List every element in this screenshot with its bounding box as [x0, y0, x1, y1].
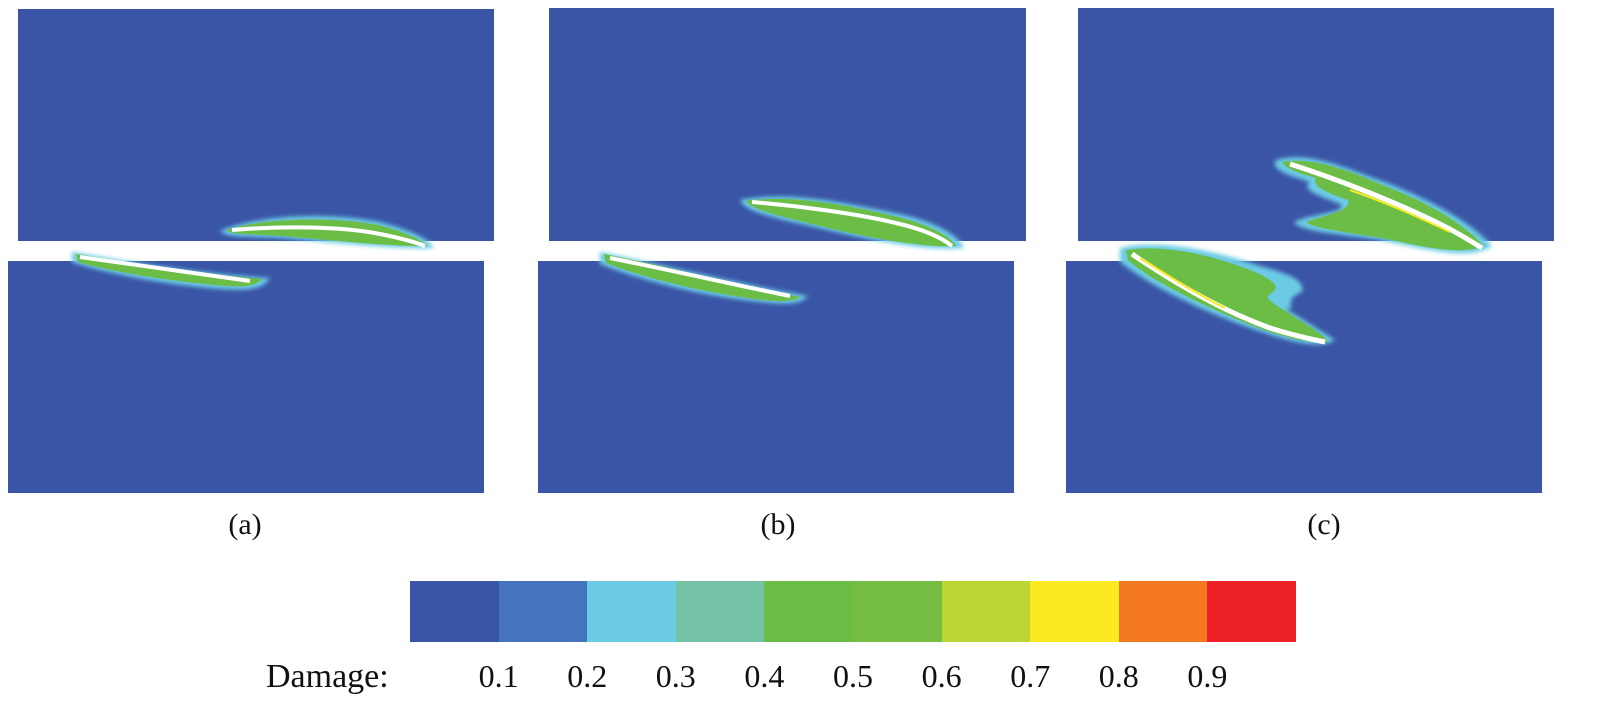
panel-b-crack-lower — [600, 252, 808, 304]
panel-a — [8, 9, 494, 493]
panel-a-crack-upper — [220, 215, 434, 249]
legend-swatch — [498, 581, 588, 642]
panel-b-caption: (b) — [760, 508, 796, 541]
panel-b-crack-upper — [740, 196, 964, 249]
panel-c-right-notch — [1478, 241, 1554, 261]
legend-swatch — [1207, 581, 1296, 642]
legend-swatch — [410, 581, 499, 642]
legend-swatch — [941, 581, 1031, 642]
panel-a-caption: (a) — [228, 508, 262, 541]
legend-tick-label: 0.5 — [833, 658, 873, 694]
damage-color-bar — [410, 581, 1296, 642]
legend-swatch — [587, 581, 676, 642]
legend-swatch — [1030, 581, 1119, 642]
legend-tick-label: 0.2 — [567, 658, 608, 694]
legend-swatch — [764, 581, 853, 642]
legend-swatch — [1118, 581, 1208, 642]
panel-a-upper-block — [18, 9, 494, 241]
panel-a-left-notch — [8, 241, 82, 261]
panel-a-lower-block — [8, 261, 484, 493]
legend-tick-label: 0.6 — [921, 658, 962, 694]
panel-c-upper-block — [1078, 8, 1554, 241]
legend-tick-label: 0.1 — [478, 658, 519, 694]
legend-tick-label: 0.3 — [655, 658, 696, 694]
panel-a-crack-lower — [72, 252, 270, 290]
panel-c-crack-lower — [1120, 244, 1335, 345]
legend-swatch — [852, 581, 942, 642]
panel-c-caption: (c) — [1307, 508, 1341, 541]
legend-tick-label: 0.9 — [1187, 658, 1228, 694]
legend-tick-label: 0.8 — [1098, 658, 1139, 694]
panel-b-left-notch — [538, 241, 612, 261]
panel-b-right-notch — [950, 241, 1026, 261]
legend-tick-label: 0.4 — [744, 658, 785, 694]
panel-a-right-notch — [424, 241, 494, 261]
panel-c-lower-block — [1066, 261, 1542, 493]
legend-title: Damage: — [266, 658, 389, 695]
panel-b — [538, 8, 1026, 493]
panel-c — [1066, 8, 1554, 493]
panel-c-crack-upper — [1274, 157, 1492, 254]
legend-tick-label: 0.7 — [1010, 658, 1051, 694]
legend-swatch — [675, 581, 765, 642]
